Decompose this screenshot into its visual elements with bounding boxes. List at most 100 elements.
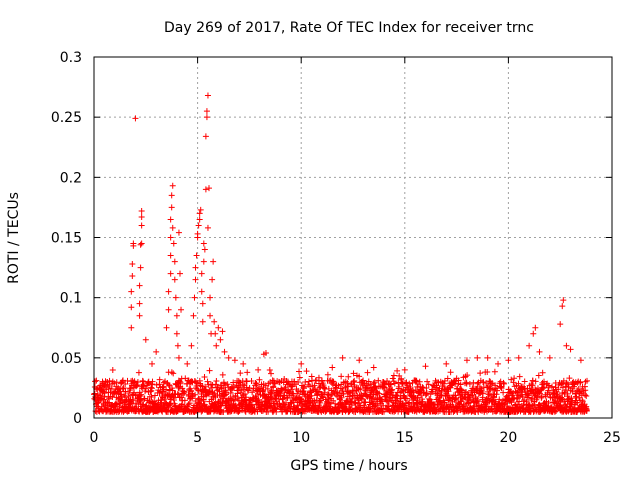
data-point bbox=[532, 378, 539, 385]
data-point bbox=[200, 258, 207, 265]
data-point bbox=[104, 405, 111, 412]
data-point bbox=[372, 385, 379, 392]
data-point bbox=[530, 330, 537, 337]
data-point bbox=[340, 390, 347, 397]
data-point bbox=[221, 348, 228, 355]
data-point bbox=[441, 399, 448, 406]
data-point bbox=[296, 374, 303, 381]
data-point bbox=[567, 346, 574, 353]
data-point bbox=[479, 390, 486, 397]
data-point bbox=[559, 384, 566, 391]
data-point bbox=[568, 395, 575, 402]
data-point bbox=[367, 381, 374, 388]
data-point bbox=[156, 376, 163, 383]
data-point bbox=[130, 379, 137, 386]
data-point bbox=[454, 408, 461, 415]
data-point bbox=[444, 375, 451, 382]
data-point bbox=[170, 396, 177, 403]
data-point bbox=[345, 373, 352, 380]
data-point bbox=[244, 369, 251, 376]
data-point bbox=[345, 383, 352, 390]
data-point bbox=[118, 396, 125, 403]
data-point bbox=[200, 240, 207, 247]
data-point bbox=[153, 381, 160, 388]
data-point bbox=[563, 342, 570, 349]
data-point bbox=[204, 92, 211, 99]
data-point bbox=[192, 391, 199, 398]
data-point bbox=[463, 357, 470, 364]
data-point bbox=[500, 389, 507, 396]
data-point bbox=[132, 115, 139, 122]
data-point bbox=[168, 192, 175, 199]
data-point bbox=[253, 387, 260, 394]
data-point bbox=[129, 273, 136, 280]
data-point bbox=[437, 398, 444, 405]
chart-title: Day 269 of 2017, Rate Of TEC Index for r… bbox=[164, 20, 534, 36]
data-point bbox=[393, 393, 400, 400]
data-point bbox=[338, 373, 345, 380]
data-point bbox=[197, 206, 204, 213]
data-point bbox=[330, 378, 337, 385]
data-point bbox=[136, 312, 143, 319]
data-point bbox=[170, 240, 177, 247]
data-point bbox=[180, 388, 187, 395]
data-point bbox=[181, 397, 188, 404]
y-tick-label: 0 bbox=[73, 411, 82, 427]
data-point bbox=[147, 388, 154, 395]
data-point bbox=[388, 387, 395, 394]
data-point bbox=[564, 390, 571, 397]
data-point bbox=[203, 108, 210, 115]
data-point bbox=[307, 387, 314, 394]
data-point bbox=[250, 385, 257, 392]
data-point bbox=[178, 394, 185, 401]
data-point bbox=[184, 380, 191, 387]
data-point bbox=[522, 388, 529, 395]
data-point bbox=[484, 369, 491, 376]
data-point bbox=[200, 396, 207, 403]
data-point bbox=[288, 386, 295, 393]
data-point bbox=[569, 398, 576, 405]
data-point bbox=[230, 379, 237, 386]
data-point bbox=[136, 300, 143, 307]
data-point bbox=[111, 380, 118, 387]
data-point bbox=[532, 324, 539, 331]
data-point bbox=[246, 384, 253, 391]
data-point bbox=[466, 394, 473, 401]
data-point bbox=[565, 383, 572, 390]
data-point bbox=[306, 400, 313, 407]
data-point bbox=[248, 377, 255, 384]
data-point bbox=[203, 114, 210, 121]
data-point bbox=[546, 391, 553, 398]
data-point bbox=[231, 357, 238, 364]
data-point bbox=[172, 294, 179, 301]
data-point bbox=[160, 379, 167, 386]
data-point bbox=[91, 390, 98, 397]
data-point bbox=[401, 366, 408, 373]
data-point bbox=[127, 400, 134, 407]
data-point bbox=[133, 383, 140, 390]
data-point bbox=[528, 396, 535, 403]
data-point bbox=[176, 270, 183, 277]
data-point bbox=[196, 210, 203, 217]
data-point bbox=[396, 383, 403, 390]
y-tick-label: 0.1 bbox=[60, 291, 82, 307]
x-tick-label: 20 bbox=[499, 430, 517, 446]
data-point bbox=[134, 382, 141, 389]
data-point bbox=[120, 399, 127, 406]
data-point bbox=[169, 387, 176, 394]
data-point bbox=[315, 374, 322, 381]
y-axis-label: ROTI / TECUs bbox=[6, 192, 22, 284]
data-point bbox=[495, 360, 502, 367]
data-point bbox=[554, 391, 561, 398]
data-point bbox=[137, 264, 144, 271]
data-point bbox=[452, 381, 459, 388]
data-point bbox=[390, 372, 397, 379]
data-point bbox=[165, 381, 172, 388]
data-point bbox=[422, 363, 429, 370]
data-point bbox=[515, 380, 522, 387]
data-point bbox=[583, 408, 590, 415]
data-point bbox=[379, 398, 386, 405]
data-point bbox=[370, 380, 377, 387]
data-point bbox=[252, 379, 259, 386]
data-point bbox=[308, 392, 315, 399]
